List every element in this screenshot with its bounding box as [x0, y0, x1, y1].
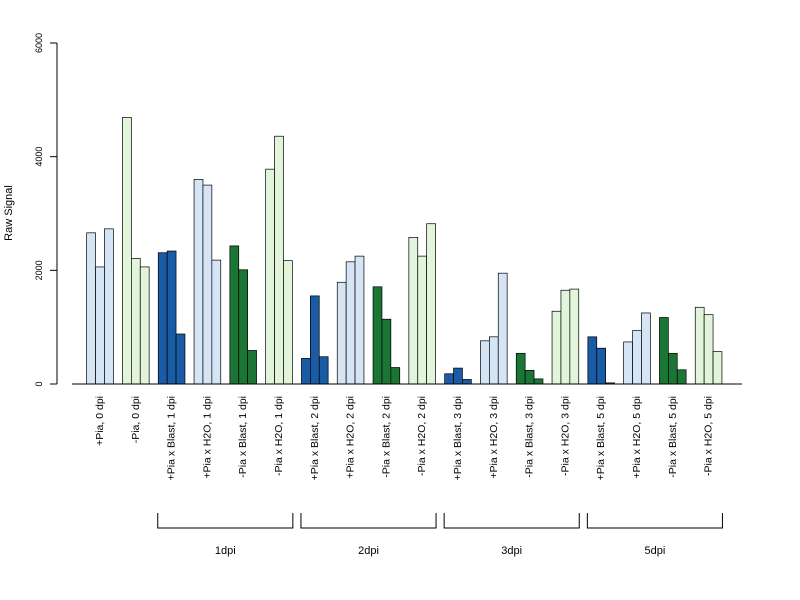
group-bracket	[300, 513, 437, 529]
bar-10-0	[444, 373, 454, 385]
bar-5-0	[265, 168, 275, 385]
bar-3-2	[211, 259, 222, 385]
bar-17-2	[712, 351, 723, 385]
bar-0-2	[104, 228, 114, 385]
bar-9-0	[408, 237, 419, 385]
x-tick-label: +Pia x H2O, 1 dpi	[201, 396, 213, 479]
bar-16-0	[659, 317, 669, 385]
bar-3-1	[202, 184, 213, 385]
bar-2-0	[157, 252, 168, 385]
bar-12-1	[524, 370, 535, 385]
bar-4-2	[247, 350, 257, 385]
y-axis-label: Raw Signal	[3, 185, 15, 241]
group-bracket	[157, 513, 294, 529]
bar-10-1	[453, 367, 463, 385]
x-tick-label: +Pia, 0 dpi	[94, 396, 106, 446]
x-tick-label: -Pia x H2O, 3 dpi	[559, 396, 571, 476]
bar-8-2	[390, 367, 401, 385]
x-tick-label: -Pia x H2O, 1 dpi	[273, 396, 285, 476]
x-tick-label: +Pia x Blast, 1 dpi	[166, 396, 178, 480]
bar-7-1	[345, 261, 356, 385]
bar-17-1	[703, 314, 714, 385]
y-tick-label: 2000	[34, 260, 44, 280]
x-tick-label: -Pia x Blast, 2 dpi	[380, 396, 392, 478]
group-label: 3dpi	[501, 545, 522, 557]
group-brackets: 1dpi 2dpi 3dpi 5dpi	[157, 513, 723, 557]
x-tick-label: -Pia x Blast, 3 dpi	[524, 396, 536, 478]
x-tick-label: +Pia x Blast, 3 dpi	[452, 396, 464, 480]
bar-12-2	[533, 378, 544, 385]
y-tick-label: 6000	[34, 33, 44, 53]
bar-0-1	[95, 266, 105, 385]
bar-11-0	[480, 340, 490, 385]
bar-17-0	[694, 306, 705, 385]
bar-11-2	[497, 272, 508, 385]
bar-9-2	[426, 223, 436, 385]
bar-14-1	[596, 347, 606, 385]
y-tick-label: 4000	[34, 147, 44, 167]
bar-8-1	[381, 318, 392, 385]
x-tick-label: -Pia x Blast, 1 dpi	[237, 396, 249, 478]
group-label: 1dpi	[215, 545, 236, 557]
bar-13-2	[569, 288, 580, 385]
bar-11-1	[489, 336, 499, 385]
bar-12-0	[515, 352, 526, 385]
bar-2-1	[166, 250, 177, 385]
x-tick-label: -Pia x H2O, 5 dpi	[703, 396, 715, 476]
bar-6-1	[310, 295, 320, 385]
bar-2-2	[175, 333, 186, 385]
group-label: 5dpi	[645, 545, 666, 557]
bar-6-0	[301, 358, 311, 385]
bar-13-1	[560, 289, 571, 385]
bar-16-2	[676, 369, 687, 385]
bar-16-1	[667, 352, 678, 385]
group-bracket	[586, 513, 723, 529]
bar-9-1	[417, 255, 427, 385]
bar-7-0	[336, 281, 347, 385]
bar-6-2	[318, 356, 329, 385]
bar-1-2	[139, 266, 150, 385]
x-tick-label: -Pia x Blast, 5 dpi	[667, 396, 679, 478]
x-tick-label: +Pia x H2O, 2 dpi	[345, 396, 357, 479]
bar-14-0	[587, 336, 598, 385]
bar-15-2	[641, 312, 651, 385]
bar-4-0	[229, 245, 240, 385]
bar-7-2	[354, 255, 365, 385]
y-tick-label: 0	[34, 381, 44, 386]
x-tick-label: +Pia x Blast, 5 dpi	[595, 396, 607, 480]
bar-1-1	[131, 258, 141, 385]
bar-4-1	[238, 269, 248, 385]
bar-1-0	[122, 117, 132, 385]
x-tick-label: +Pia x Blast, 2 dpi	[309, 396, 321, 480]
bar-5-1	[274, 135, 284, 385]
bars-layer	[86, 117, 723, 385]
x-tick-label: +Pia x H2O, 3 dpi	[488, 396, 500, 479]
group-bracket	[443, 513, 580, 529]
bar-10-2	[462, 379, 472, 385]
bar-15-0	[623, 341, 633, 385]
x-tick-label: +Pia x H2O, 5 dpi	[631, 396, 643, 479]
bar-13-0	[551, 310, 562, 385]
bar-0-0	[86, 232, 96, 385]
x-tick-label: -Pia, 0 dpi	[130, 396, 142, 443]
group-label: 2dpi	[358, 545, 379, 557]
bar-15-1	[632, 330, 642, 385]
bar-8-0	[372, 286, 383, 385]
x-tick-label: -Pia x H2O, 2 dpi	[416, 396, 428, 476]
bar-5-2	[283, 260, 293, 385]
y-axis: 0 2000 4000 6000	[34, 33, 58, 387]
bar-3-0	[193, 179, 204, 385]
x-tick-labels: +Pia, 0 dpi -Pia, 0 dpi +Pia x Blast, 1 dp…	[94, 396, 715, 480]
